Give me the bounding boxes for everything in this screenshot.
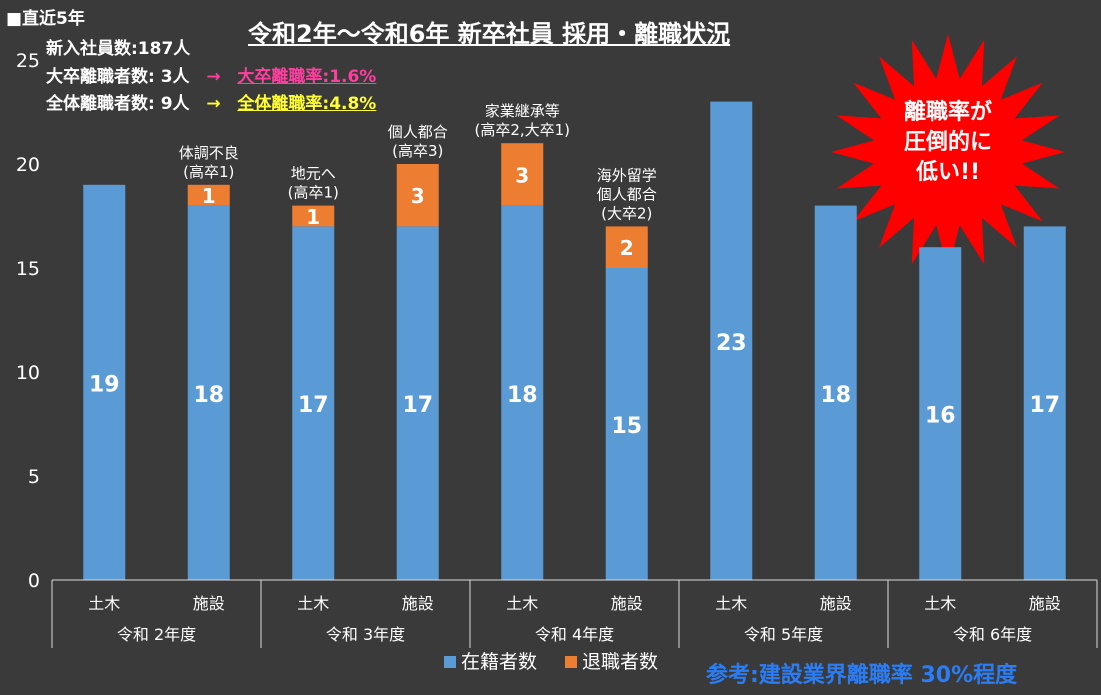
bar-enrolled [83,184,126,581]
data-label-resigned: 1 [202,184,216,208]
x-tick-label: 土木 [297,594,329,613]
data-label-enrolled: 17 [298,393,329,418]
data-label-enrolled: 18 [193,383,224,408]
data-label-resigned: 1 [306,205,320,229]
x-group-label: 令和 3年度 [326,625,405,644]
bar-annotation: 体調不良 [179,144,239,162]
data-label-enrolled: 19 [89,372,120,397]
bar-annotation: (高卒3) [392,142,443,160]
bar-enrolled [501,205,544,580]
arrow-icon: → [206,67,221,87]
bar-enrolled [919,247,962,580]
bar-annotation: 家業継承等 [485,102,560,120]
data-label-enrolled: 23 [716,331,747,356]
x-tick-label: 土木 [506,594,538,613]
legend-label-enrolled: 在籍者数 [461,651,537,673]
y-tick-label: 25 [16,50,40,72]
arrow-icon: → [206,94,221,114]
data-label-resigned: 2 [620,236,634,260]
y-tick-label: 15 [16,258,40,280]
bar-annotation: 海外留学 [597,166,657,184]
callout-starburst-shape [831,34,1065,270]
data-label-enrolled: 17 [402,393,433,418]
new-hires-count: 新入社員数:187人 [46,39,191,59]
data-label-enrolled: 15 [611,414,642,439]
x-tick-label: 施設 [402,594,434,613]
bar-enrolled [814,205,857,580]
bar-annotation: (大卒2) [601,204,652,222]
bar-resigned [187,184,230,206]
bar-annotation: (高卒1) [288,184,339,202]
x-tick-label: 施設 [1029,594,1061,613]
legend-swatch-enrolled [444,656,456,668]
bar-annotation: (高卒2,大卒1) [474,121,570,139]
x-tick-label: 施設 [820,594,852,613]
x-tick-label: 土木 [715,594,747,613]
bar-enrolled [396,226,439,580]
bar-resigned [501,143,544,206]
x-group-label: 令和 6年度 [953,625,1032,644]
bar-enrolled [710,101,753,580]
data-label-enrolled: 17 [1029,393,1060,418]
y-tick-label: 5 [28,466,40,488]
y-tick-label: 20 [16,154,40,176]
y-tick-label: 10 [16,362,40,384]
summary-heading: ■直近5年 [6,9,85,29]
data-label-resigned: 3 [411,184,425,208]
bar-resigned [396,164,439,227]
bar-annotation: 個人都合 [597,185,657,203]
bar-enrolled [605,268,648,580]
univ-leavers-line: 大卒離職者数: 3人 → 大卒離職率:1.6% [46,62,376,87]
x-tick-label: 土木 [924,594,956,613]
bar-annotation: (高卒1) [183,163,234,181]
bar-enrolled [187,205,230,580]
bar-resigned [605,226,648,268]
x-group-label: 令和 2年度 [117,625,196,644]
reference-note: 参考:建設業界離職率 30%程度 [706,663,1018,688]
data-label-enrolled: 18 [507,383,538,408]
total-leavers-count: 全体離職者数: 9人 [46,94,190,114]
bar-enrolled [292,226,335,580]
callout-line-3: 低い!! [915,160,981,185]
bar-annotation: 地元へ [291,165,336,183]
data-label-resigned: 3 [515,163,529,187]
callout-line-1: 離職率が [903,100,992,125]
bar-annotation: 個人都合 [388,123,448,141]
total-turnover-rate: 全体離職率:4.8% [237,94,377,114]
y-tick-label: 0 [28,570,40,592]
x-tick-label: 土木 [88,594,120,613]
x-tick-label: 施設 [193,594,225,613]
data-label-enrolled: 16 [925,404,956,429]
callout-line-2: 圧倒的に [903,130,992,155]
legend-label-resigned: 退職者数 [582,651,658,673]
bar-resigned [292,205,335,227]
total-leavers-line: 全体離職者数: 9人 → 全体離職率:4.8% [46,89,376,114]
bar-enrolled [1023,226,1066,580]
univ-leavers-count: 大卒離職者数: 3人 [46,67,190,87]
legend-swatch-resigned [565,656,577,668]
univ-turnover-rate: 大卒離職率:1.6% [237,67,377,87]
chart-title: 令和2年～令和6年 新卒社員 採用・離職状況 [248,20,731,48]
data-label-enrolled: 18 [820,383,851,408]
x-group-label: 令和 5年度 [744,625,823,644]
x-tick-label: 施設 [611,594,643,613]
x-group-label: 令和 4年度 [535,625,614,644]
